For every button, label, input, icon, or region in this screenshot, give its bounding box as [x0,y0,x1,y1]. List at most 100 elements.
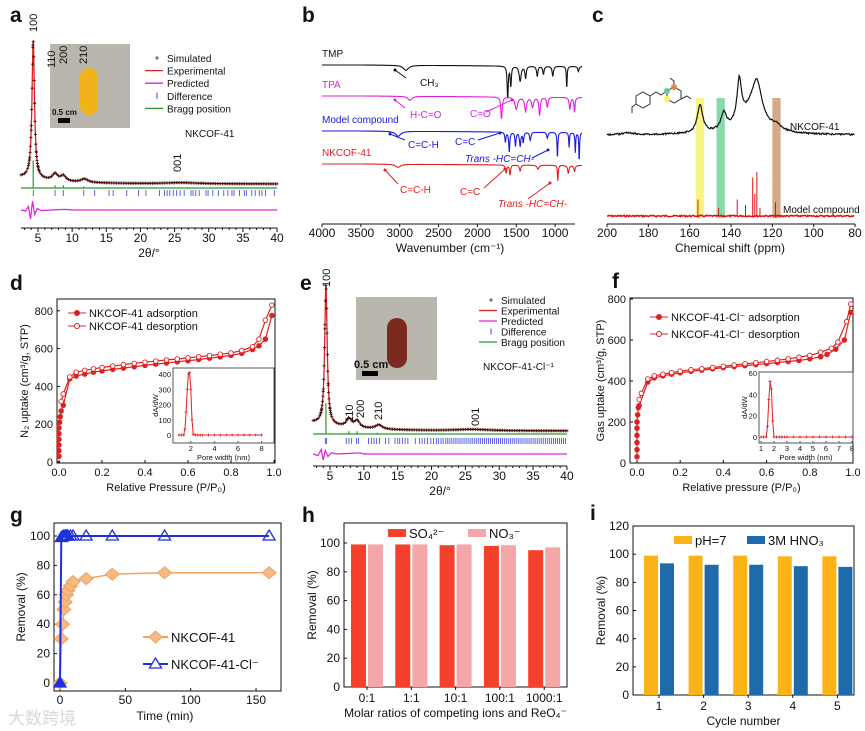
legend-label: Simulated [501,296,545,307]
y-tick-label: 0 [622,688,629,702]
panel-f-isotherm-chart: 0.0 0.2 0.4 0.6 0.8 1.00200400600800Relative … [595,294,861,494]
legend-marker [148,656,163,669]
x-tick-label: 0.2 [94,467,109,479]
pore-distribution-point [212,433,216,437]
adsorption-point [56,430,62,437]
simulated-point [382,426,386,430]
simulated-point [321,394,325,398]
simulated-point [357,419,361,424]
band-annotation: C=C [460,187,480,198]
simulated-point [36,166,40,170]
band-annotation: C=C-H [408,140,439,151]
simulated-point [320,403,324,407]
simulated-point [34,149,38,153]
category-label: 1 [656,699,663,713]
peak-label-001: 001 [172,154,184,172]
atom-highlight [664,88,670,94]
panel-g-kinetics-chart: 0 50 100 150 0 20 40 60 80 100 Time (min) Removal (… [14,522,282,723]
legend-label: Experimental [167,67,225,78]
desorption-point [835,339,841,345]
simulated-point [324,284,328,288]
x-tick-label: 35 [236,231,250,245]
panel-letter-h: h [302,504,315,527]
simulated-point [48,175,52,179]
x-tick-label: 0.8 [223,467,238,479]
bar-series-1 [644,555,658,695]
desorption-point [60,391,67,397]
pore-distribution-point [844,435,847,439]
x-tick-label: 1.0 [845,467,860,479]
y-tick-label: 100 [320,536,340,550]
annotation-arrow [384,169,399,185]
bar-series-2 [368,544,383,687]
x-axis-label: 2θ/° [429,484,451,498]
simulated-point [29,128,33,132]
annotation-arrow [394,69,407,79]
simulated-point [275,182,279,186]
scale-bar [58,118,70,123]
desorption-point [807,352,813,359]
legend: SimulatedExperimentalPredictedDifference… [479,296,565,349]
simulated-point [62,173,66,177]
simulated-point [85,178,90,182]
highlight-band [716,98,725,218]
x-axis-label: Chemical shift (ppm) [675,241,785,255]
legend-label: Experimental [501,307,559,318]
desorption-point [66,374,73,380]
simulated-point [35,154,39,159]
simulated-point [67,178,71,182]
nkcof-41-cl-point [157,528,172,541]
arrow-head [393,68,397,72]
panel-letter-i: i [590,502,596,525]
desorption-point [217,351,223,358]
pore-distribution-point [768,380,772,384]
nkcof-41-cl-point [78,528,94,541]
legend-marker [74,323,80,329]
bond [631,90,668,113]
nmr-spectrum-model-compound [606,214,855,219]
band-annotation: C=O [470,109,491,120]
y-tick-label: 200 [608,417,626,429]
x-tick-label: 25 [168,231,182,245]
panel-c-nmr-chart: NKCOF-41 Model compound 200 180 160 140 120 100… [597,73,862,255]
nkcof-41-point [156,566,173,580]
bar-series-2 [704,564,719,695]
adsorption-point [256,343,262,349]
inset-y-tick-label: 200 [158,401,171,410]
inset-x-tick-label: 4 [212,444,216,453]
x-tick-label: 40 [270,231,284,245]
x-axis-label: Time (min) [137,709,194,723]
y-tick-label: 80 [37,558,51,572]
pellet-image [80,68,98,115]
simulated-point [347,415,351,420]
scale-bar [362,371,378,376]
legend-label: NKCOF-41 [171,630,235,645]
arrow-head [510,98,514,102]
x-tick-label: 120 [762,226,782,240]
x-tick-label: 10 [357,469,371,483]
adsorption-point [58,408,64,414]
inset-x-tick-label: 8 [850,444,854,453]
adsorption-point [262,336,269,342]
inset-x-tick-label: 1 [759,444,763,453]
peak-label-200: 200 [355,400,367,418]
pore-distribution-point [230,433,234,437]
desorption-point [645,376,651,382]
pore-distribution-point [186,372,190,376]
x-tick-label: 0.0 [51,467,66,479]
desorption-point [269,302,275,308]
y-axis-label: Removal (%) [14,572,28,641]
legend: SimulatedExperimentalPredictedDifference… [145,54,231,115]
peak-label-110: 110 [46,50,58,68]
x-tick-label: 30 [493,469,507,483]
pore-distribution-point [260,433,264,437]
legend-label: Predicted [501,317,543,328]
simulated-point [565,429,569,433]
category-label: 2 [700,699,707,713]
peak-label-100: 100 [321,269,333,287]
desorption-point [709,364,716,371]
simulated-point [380,425,385,429]
pore-distribution-point [190,418,194,422]
desorption-point [195,353,202,360]
inset-y-tick-label: 0 [753,433,757,442]
